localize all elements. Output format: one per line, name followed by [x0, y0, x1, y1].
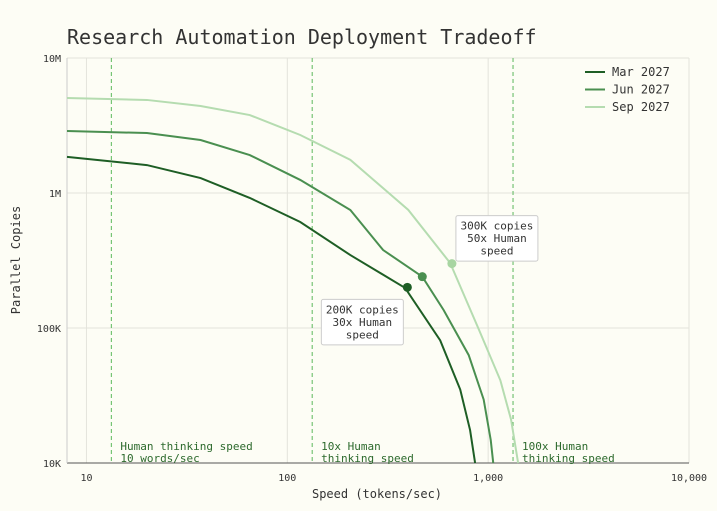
callout-label-line: 300K copies [460, 220, 533, 233]
callout-label-line: 200K copies [326, 303, 399, 316]
x-tick-label: 10,000 [671, 473, 707, 484]
series-line [66, 96, 520, 464]
reference-label-line: Human thinking speed [120, 440, 252, 453]
y-tick-label: 10K [43, 459, 61, 470]
reference-label-line: thinking speed [522, 452, 615, 465]
callout-label-line: speed [346, 328, 379, 341]
reference-label: 100x Human thinking speed [522, 440, 615, 465]
callout-label: 300K copies 50x Human speed [460, 220, 533, 258]
chart-title: Research Automation Deployment Tradeoff [67, 25, 537, 49]
legend-label: Sep 2027 [612, 100, 670, 114]
marker [417, 272, 427, 282]
callout-label: 200K copies 30x Human speed [326, 303, 399, 341]
plot-area [67, 58, 689, 463]
reference-label-line: 100x Human [522, 440, 588, 453]
x-axis-label: Speed (tokens/sec) [312, 487, 442, 501]
y-axis-label: Parallel Copies [9, 206, 23, 314]
reference-label: 10x Human thinking speed [321, 440, 414, 465]
legend-label: Mar 2027 [612, 65, 670, 79]
reference-label-line: 10 words/sec [120, 452, 199, 465]
callout-box [455, 215, 539, 262]
marker [447, 259, 457, 269]
callout-label-line: 30x Human [333, 316, 393, 329]
x-tick-label: 10 [80, 473, 92, 484]
x-tick-label: 1,000 [473, 473, 503, 484]
reference-label-line: thinking speed [321, 452, 414, 465]
series-line [66, 129, 495, 464]
reference-label: Human thinking speed 10 words/sec [120, 440, 252, 465]
series-line [66, 155, 477, 464]
y-tick-label: 1M [49, 189, 61, 200]
reference-label-line: 10x Human [321, 440, 381, 453]
marker [402, 282, 412, 292]
y-tick-label: 10M [43, 54, 61, 65]
callout-box [320, 298, 404, 346]
x-tick-label: 100 [278, 473, 296, 484]
callout-label-line: speed [480, 245, 513, 258]
y-tick-label: 100K [37, 324, 61, 335]
legend-label: Jun 2027 [612, 83, 670, 97]
callout-label-line: 50x Human [467, 232, 527, 245]
